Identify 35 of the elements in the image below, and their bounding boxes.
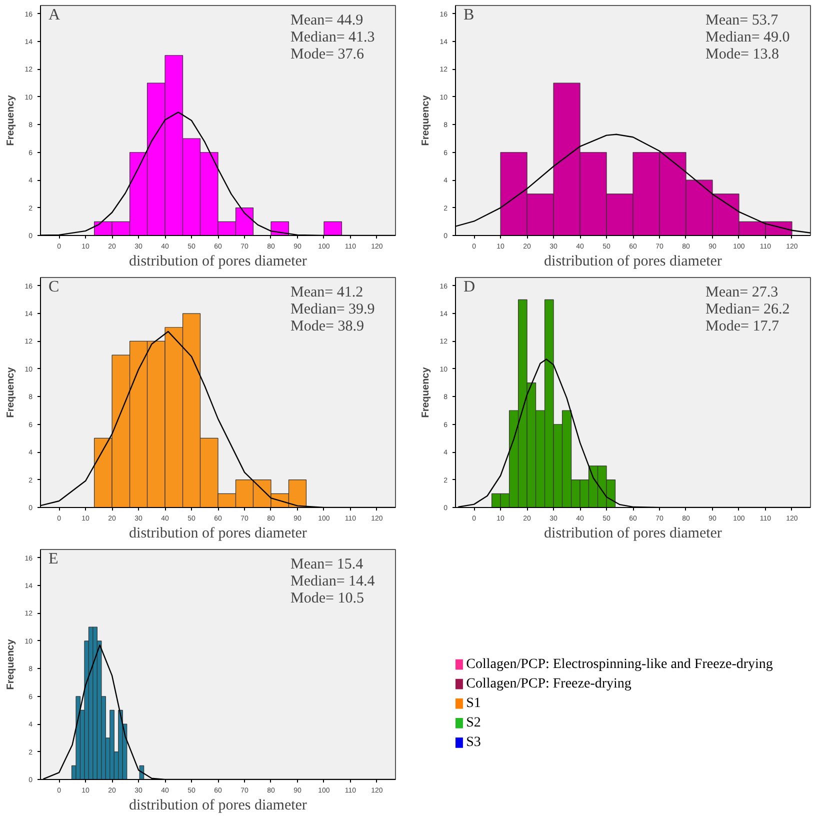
annotation: Median= 14.4	[290, 574, 376, 590]
chart-title: A	[48, 6, 60, 24]
chart-title: B	[464, 6, 474, 24]
y-axis-title: Frequency	[420, 366, 432, 418]
annotation: Mode= 10.5	[290, 590, 364, 606]
annotation: Mode= 38.9	[290, 318, 364, 334]
chart-title: C	[48, 278, 60, 296]
annotation: Median= 26.2	[706, 302, 790, 318]
category-label: Collagen/PCP: Electrospinning-like and Freeze-drying	[466, 657, 773, 672]
category-label: S3	[466, 735, 481, 750]
annotation: Median= 39.9	[290, 302, 375, 318]
annotation: Mean= 15.4	[290, 556, 364, 572]
x-axis-title: distribution of pores diameter	[129, 526, 307, 542]
annotation: Median= 41.3	[290, 30, 375, 46]
x-axis-title: distribution of pores diameter	[129, 798, 307, 814]
annotation: Mean= 27.3	[706, 284, 778, 300]
category-label: S2	[466, 716, 481, 731]
y-axis-title: Frequency	[6, 638, 17, 690]
x-axis-title: distribution of pores diameter	[544, 254, 722, 270]
x-axis-title: distribution of pores diameter	[129, 254, 307, 270]
chart-title: E	[48, 550, 58, 568]
y-axis-title: Frequency	[6, 94, 17, 146]
annotation: Mode= 13.8	[706, 46, 779, 62]
y-axis-title: Frequency	[6, 366, 17, 418]
category-label: Collagen/PCP: Freeze-drying	[466, 676, 632, 692]
annotation: Median= 49.0	[706, 30, 790, 46]
x-axis-title: distribution of pores diameter	[544, 526, 722, 542]
annotation: Mean= 41.2	[290, 284, 364, 300]
annotation: Mean= 53.7	[706, 12, 779, 28]
chart-title: D	[464, 278, 476, 296]
y-axis-title: Frequency	[420, 94, 432, 146]
annotation: Mode= 37.6	[290, 46, 364, 62]
annotation: Mean= 44.9	[290, 12, 364, 28]
category-label: S1	[466, 696, 481, 712]
annotation: Mode= 17.7	[706, 318, 780, 334]
